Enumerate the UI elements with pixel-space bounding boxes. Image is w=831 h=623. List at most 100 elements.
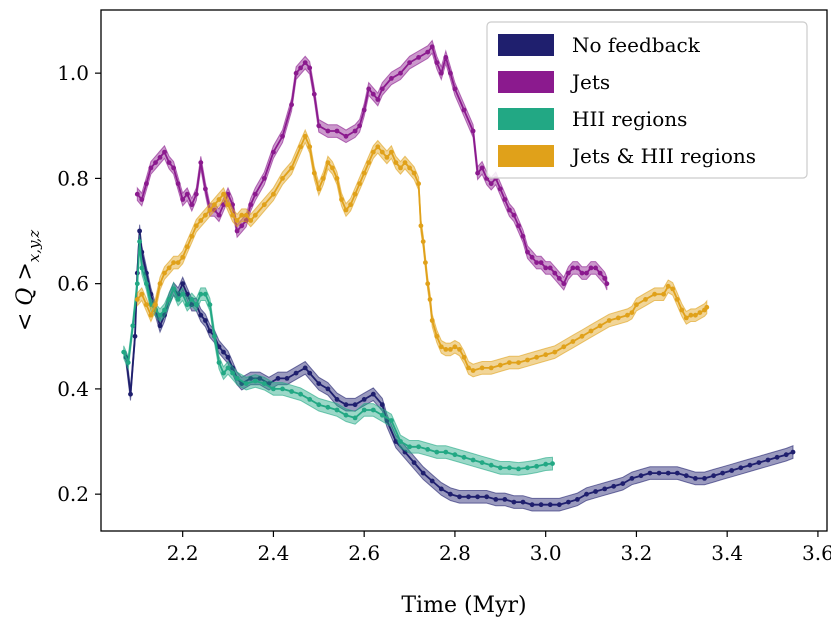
- data-point: [575, 265, 580, 271]
- data-point: [502, 197, 508, 202]
- data-point: [615, 315, 621, 321]
- data-point: [452, 344, 458, 350]
- data-point: [289, 102, 294, 108]
- data-point: [175, 181, 181, 187]
- data-point: [162, 270, 167, 276]
- data-point: [198, 312, 204, 318]
- data-point: [389, 418, 394, 423]
- data-point: [230, 370, 236, 376]
- data-point: [534, 260, 539, 265]
- data-point: [497, 362, 503, 368]
- data-point: [180, 197, 186, 202]
- data-point: [370, 91, 376, 97]
- plot-border: [100, 9, 828, 532]
- series-layer: [121, 39, 796, 512]
- data-point: [525, 357, 530, 363]
- legend-swatch: [498, 108, 554, 130]
- data-point: [298, 391, 303, 397]
- data-point: [429, 44, 435, 50]
- data-point: [593, 489, 598, 494]
- data-point: [420, 239, 426, 245]
- axes: 2.2 2.4 2.6 2.8 3.0 3.2 3.4 3.6 0.2 0.4 0.6 0.8 1.0: [57, 61, 831, 565]
- data-point: [738, 465, 744, 471]
- x-tick-label: 2.6: [348, 541, 380, 565]
- data-point: [289, 389, 294, 394]
- data-point: [234, 228, 240, 234]
- data-point: [316, 402, 322, 408]
- data-point: [670, 286, 676, 292]
- legend-label: Jets: [570, 70, 610, 94]
- legend-swatch: [498, 145, 554, 167]
- data-point: [239, 212, 245, 218]
- data-point: [307, 144, 313, 150]
- data-point: [252, 212, 258, 218]
- data-point: [411, 170, 417, 176]
- data-point: [475, 170, 480, 176]
- data-point: [566, 499, 571, 505]
- data-point: [171, 286, 177, 292]
- data-point: [438, 344, 444, 350]
- data-point: [507, 360, 512, 365]
- data-point: [511, 212, 517, 218]
- data-point: [193, 223, 199, 229]
- data-point: [547, 502, 553, 508]
- data-point: [407, 60, 412, 65]
- data-point: [570, 265, 576, 271]
- data-point: [516, 360, 521, 365]
- x-tick-label: 2.4: [258, 541, 290, 565]
- data-point: [343, 133, 349, 139]
- data-point: [604, 281, 610, 287]
- data-point: [234, 376, 240, 381]
- data-point: [438, 486, 444, 492]
- data-point: [434, 60, 440, 65]
- data-point: [275, 376, 281, 381]
- data-point: [280, 386, 285, 392]
- data-point: [361, 170, 367, 176]
- data-point: [389, 76, 394, 81]
- data-point: [427, 297, 433, 302]
- data-point: [665, 470, 671, 476]
- data-point: [198, 160, 204, 166]
- data-point: [429, 478, 435, 484]
- data-point: [207, 328, 213, 334]
- data-point: [144, 281, 149, 287]
- data-point: [293, 70, 299, 76]
- data-point: [334, 128, 340, 134]
- data-point: [375, 144, 381, 150]
- data-point: [375, 97, 381, 102]
- data-point: [629, 310, 635, 315]
- data-point: [470, 457, 476, 463]
- data-point: [302, 365, 308, 371]
- data-point: [720, 470, 725, 476]
- data-point: [162, 149, 167, 155]
- data-point: [493, 497, 499, 502]
- data-point: [216, 360, 222, 365]
- data-point: [470, 128, 476, 134]
- data-point: [343, 402, 349, 408]
- data-point: [144, 302, 149, 308]
- data-point: [261, 176, 267, 181]
- data-point: [475, 494, 480, 500]
- data-point: [339, 197, 344, 202]
- data-point: [556, 502, 562, 508]
- data-point: [271, 149, 276, 155]
- data-point: [552, 270, 558, 276]
- data-point: [461, 107, 467, 113]
- data-point: [348, 202, 353, 208]
- data-point: [203, 186, 208, 192]
- data-point: [497, 186, 503, 192]
- data-point: [221, 370, 226, 376]
- data-point: [620, 481, 626, 486]
- data-point: [307, 370, 313, 376]
- data-point: [325, 386, 331, 392]
- data-point: [511, 499, 517, 505]
- data-point: [697, 310, 703, 315]
- y-tick-label: 0.8: [57, 166, 89, 190]
- data-point: [683, 315, 689, 321]
- data-point: [418, 223, 424, 229]
- data-point: [157, 281, 163, 287]
- data-point: [423, 260, 428, 265]
- data-point: [704, 304, 710, 310]
- data-point: [134, 191, 140, 197]
- data-point: [352, 415, 358, 421]
